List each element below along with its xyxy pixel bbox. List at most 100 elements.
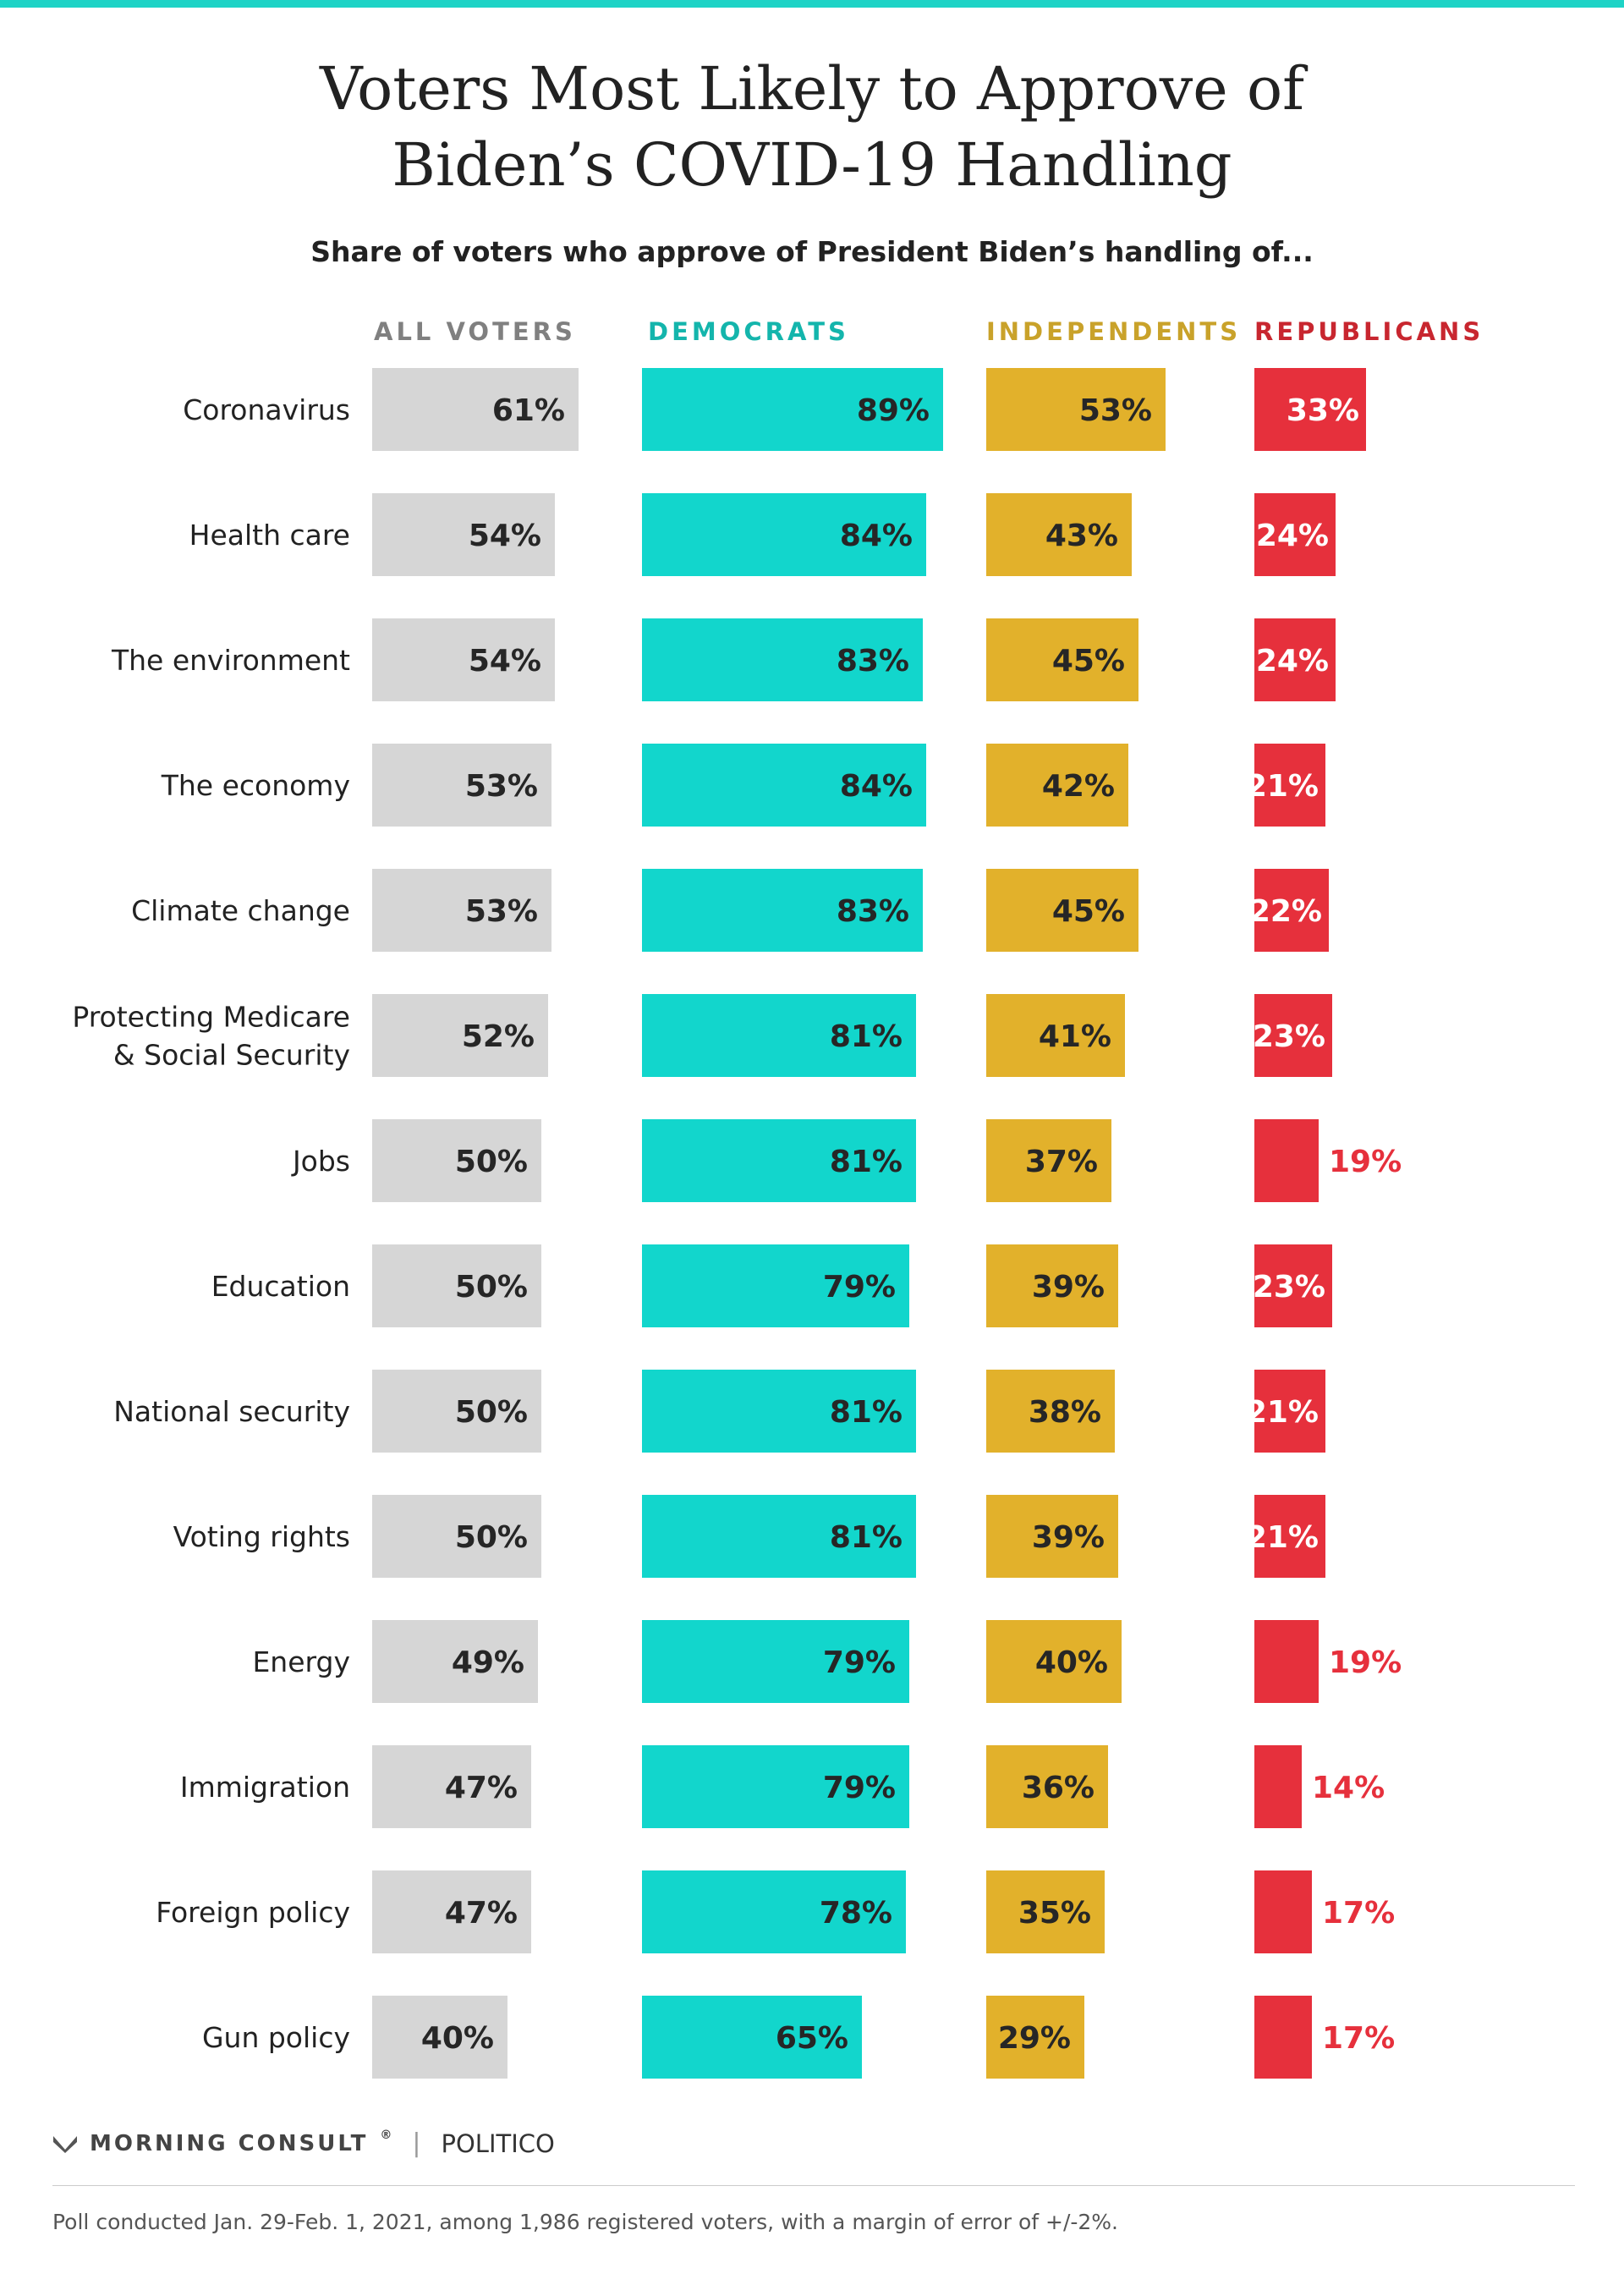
- value-label-all-voters-national-security: 50%: [455, 1395, 528, 1430]
- value-label-independents-the-environment: 45%: [1052, 644, 1125, 678]
- bar-democrats-education: [642, 1244, 909, 1327]
- bar-republicans-health-care: [1254, 493, 1336, 576]
- chart-title: Voters Most Likely to Approve of Biden’s…: [0, 51, 1624, 203]
- bar-democrats-health-care: [642, 493, 926, 576]
- value-label-democrats-jobs: 81%: [830, 1145, 903, 1179]
- bar-independents-gun-policy: [986, 1996, 1084, 2079]
- value-label-independents-foreign-policy: 35%: [1018, 1896, 1091, 1931]
- category-label-energy: Energy: [252, 1645, 350, 1678]
- value-label-republicans-the-environment: 24%: [1256, 644, 1329, 678]
- value-label-democrats-foreign-policy: 78%: [820, 1896, 892, 1931]
- value-label-all-voters-health-care: 54%: [469, 519, 541, 553]
- bar-democrats-gun-policy: [642, 1996, 862, 2079]
- bar-independents-immigration: [986, 1745, 1108, 1828]
- bar-democrats-energy: [642, 1620, 909, 1703]
- bar-democrats-the-environment: [642, 618, 923, 701]
- value-label-all-voters-protecting-medicare-social-security: 52%: [462, 1019, 535, 1054]
- bar-democrats-jobs: [642, 1119, 916, 1202]
- bar-republicans-the-environment: [1254, 618, 1336, 701]
- bar-democrats-national-security: [642, 1370, 916, 1453]
- bar-independents-health-care: [986, 493, 1132, 576]
- value-label-republicans-gun-policy: 17%: [1322, 2021, 1395, 2056]
- value-label-republicans-jobs: 19%: [1329, 1145, 1402, 1179]
- value-label-independents-coronavirus: 53%: [1079, 393, 1152, 428]
- category-label-national-security: National security: [113, 1395, 350, 1428]
- bar-republicans-national-security: [1254, 1370, 1325, 1453]
- bar-democrats-climate-change: [642, 869, 923, 952]
- bar-independents-climate-change: [986, 869, 1138, 952]
- bar-all-voters-jobs: [372, 1119, 541, 1202]
- bar-republicans-coronavirus: [1254, 368, 1366, 451]
- bar-independents-jobs: [986, 1119, 1111, 1202]
- bar-all-voters-education: [372, 1244, 541, 1327]
- value-label-all-voters-education: 50%: [455, 1270, 528, 1305]
- footnote: Poll conducted Jan. 29-Feb. 1, 2021, amo…: [52, 2210, 1118, 2234]
- bar-independents-education: [986, 1244, 1118, 1327]
- bar-independents-the-environment: [986, 618, 1138, 701]
- bar-democrats-immigration: [642, 1745, 909, 1828]
- value-label-democrats-national-security: 81%: [830, 1395, 903, 1430]
- category-label-immigration: Immigration: [180, 1771, 350, 1804]
- value-label-republicans-foreign-policy: 17%: [1322, 1896, 1395, 1931]
- value-label-republicans-health-care: 24%: [1256, 519, 1329, 553]
- bar-independents-foreign-policy: [986, 1870, 1105, 1953]
- bar-all-voters-gun-policy: [372, 1996, 508, 2079]
- chart-subtitle: Share of voters who approve of President…: [310, 235, 1314, 268]
- value-label-democrats-climate-change: 83%: [837, 894, 909, 929]
- value-label-democrats-immigration: 79%: [823, 1771, 896, 1805]
- value-label-democrats-the-economy: 84%: [840, 769, 913, 804]
- bar-all-voters-energy: [372, 1620, 538, 1703]
- bar-all-voters-protecting-medicare-social-security: [372, 994, 548, 1077]
- footer-divider: [52, 2185, 1575, 2186]
- value-label-independents-climate-change: 45%: [1052, 894, 1125, 929]
- value-label-independents-voting-rights: 39%: [1032, 1520, 1105, 1555]
- bar-democrats-coronavirus: [642, 368, 943, 451]
- bar-independents-the-economy: [986, 744, 1128, 827]
- value-label-all-voters-voting-rights: 50%: [455, 1520, 528, 1555]
- value-label-independents-national-security: 38%: [1029, 1395, 1101, 1430]
- value-label-all-voters-gun-policy: 40%: [421, 2021, 494, 2056]
- bar-republicans-foreign-policy: [1254, 1870, 1312, 1953]
- title-line-1: Voters Most Likely to Approve of: [319, 54, 1305, 124]
- value-label-all-voters-foreign-policy: 47%: [445, 1896, 518, 1931]
- bar-republicans-the-economy: [1254, 744, 1325, 827]
- value-label-all-voters-the-economy: 53%: [465, 769, 538, 804]
- bar-independents-protecting-medicare-social-security: [986, 994, 1125, 1077]
- bar-republicans-climate-change: [1254, 869, 1329, 952]
- value-label-independents-education: 39%: [1032, 1270, 1105, 1305]
- value-label-independents-the-economy: 42%: [1042, 769, 1115, 804]
- value-label-independents-health-care: 43%: [1045, 519, 1118, 553]
- bar-democrats-voting-rights: [642, 1495, 916, 1578]
- category-label-protecting-medicare-social-security: Protecting Medicare & Social Security: [72, 1001, 350, 1072]
- value-label-democrats-protecting-medicare-social-security: 81%: [830, 1019, 903, 1054]
- morning-consult-logo-icon: [53, 2135, 77, 2153]
- bar-republicans-protecting-medicare-social-security: [1254, 994, 1332, 1077]
- title-line-2: Biden’s COVID-19 Handling: [392, 130, 1232, 200]
- value-label-republicans-the-economy: 21%: [1246, 769, 1319, 804]
- category-label-climate-change: Climate change: [131, 894, 350, 927]
- value-label-all-voters-the-environment: 54%: [469, 644, 541, 678]
- bar-independents-national-security: [986, 1370, 1115, 1453]
- value-label-republicans-climate-change: 22%: [1249, 894, 1322, 929]
- value-label-all-voters-energy: 49%: [452, 1645, 524, 1680]
- morning-consult-logo-text: MORNING CONSULT: [90, 2130, 369, 2156]
- bar-chart: Coronavirus 61% 89% 53% 33% Health care 54% 84%…: [72, 368, 1402, 2079]
- value-label-democrats-coronavirus: 89%: [857, 393, 930, 428]
- registered-mark: ®: [380, 2128, 392, 2142]
- category-label-coronavirus: Coronavirus: [183, 393, 350, 426]
- bar-republicans-gun-policy: [1254, 1996, 1312, 2079]
- bar-republicans-immigration: [1254, 1745, 1302, 1828]
- politico-logo-text: POLITICO: [441, 2128, 555, 2158]
- category-label-health-care: Health care: [189, 519, 350, 552]
- bar-independents-coronavirus: [986, 368, 1166, 451]
- value-label-republicans-education: 23%: [1253, 1270, 1325, 1305]
- value-label-all-voters-immigration: 47%: [445, 1771, 518, 1805]
- bar-independents-energy: [986, 1620, 1122, 1703]
- value-label-republicans-energy: 19%: [1329, 1645, 1402, 1680]
- value-label-republicans-coronavirus: 33%: [1287, 393, 1359, 428]
- value-label-independents-energy: 40%: [1035, 1645, 1108, 1680]
- brand-separator: |: [412, 2128, 421, 2158]
- category-label-foreign-policy: Foreign policy: [156, 1896, 350, 1929]
- brand-footer: MORNING CONSULT ® | POLITICO: [52, 2128, 555, 2158]
- column-header-independents: INDEPENDENTS: [986, 317, 1242, 346]
